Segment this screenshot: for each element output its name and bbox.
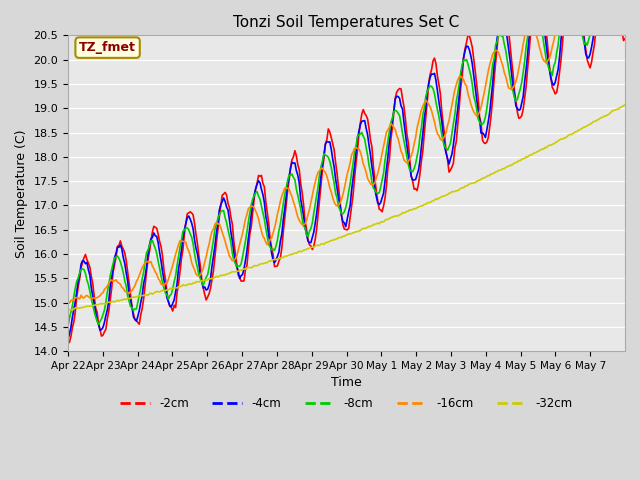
Title: Tonzi Soil Temperatures Set C: Tonzi Soil Temperatures Set C: [234, 15, 460, 30]
Legend: -2cm, -4cm, -8cm, -16cm, -32cm: -2cm, -4cm, -8cm, -16cm, -32cm: [115, 392, 578, 415]
X-axis label: Time: Time: [331, 376, 362, 389]
Y-axis label: Soil Temperature (C): Soil Temperature (C): [15, 129, 28, 257]
Text: TZ_fmet: TZ_fmet: [79, 41, 136, 54]
